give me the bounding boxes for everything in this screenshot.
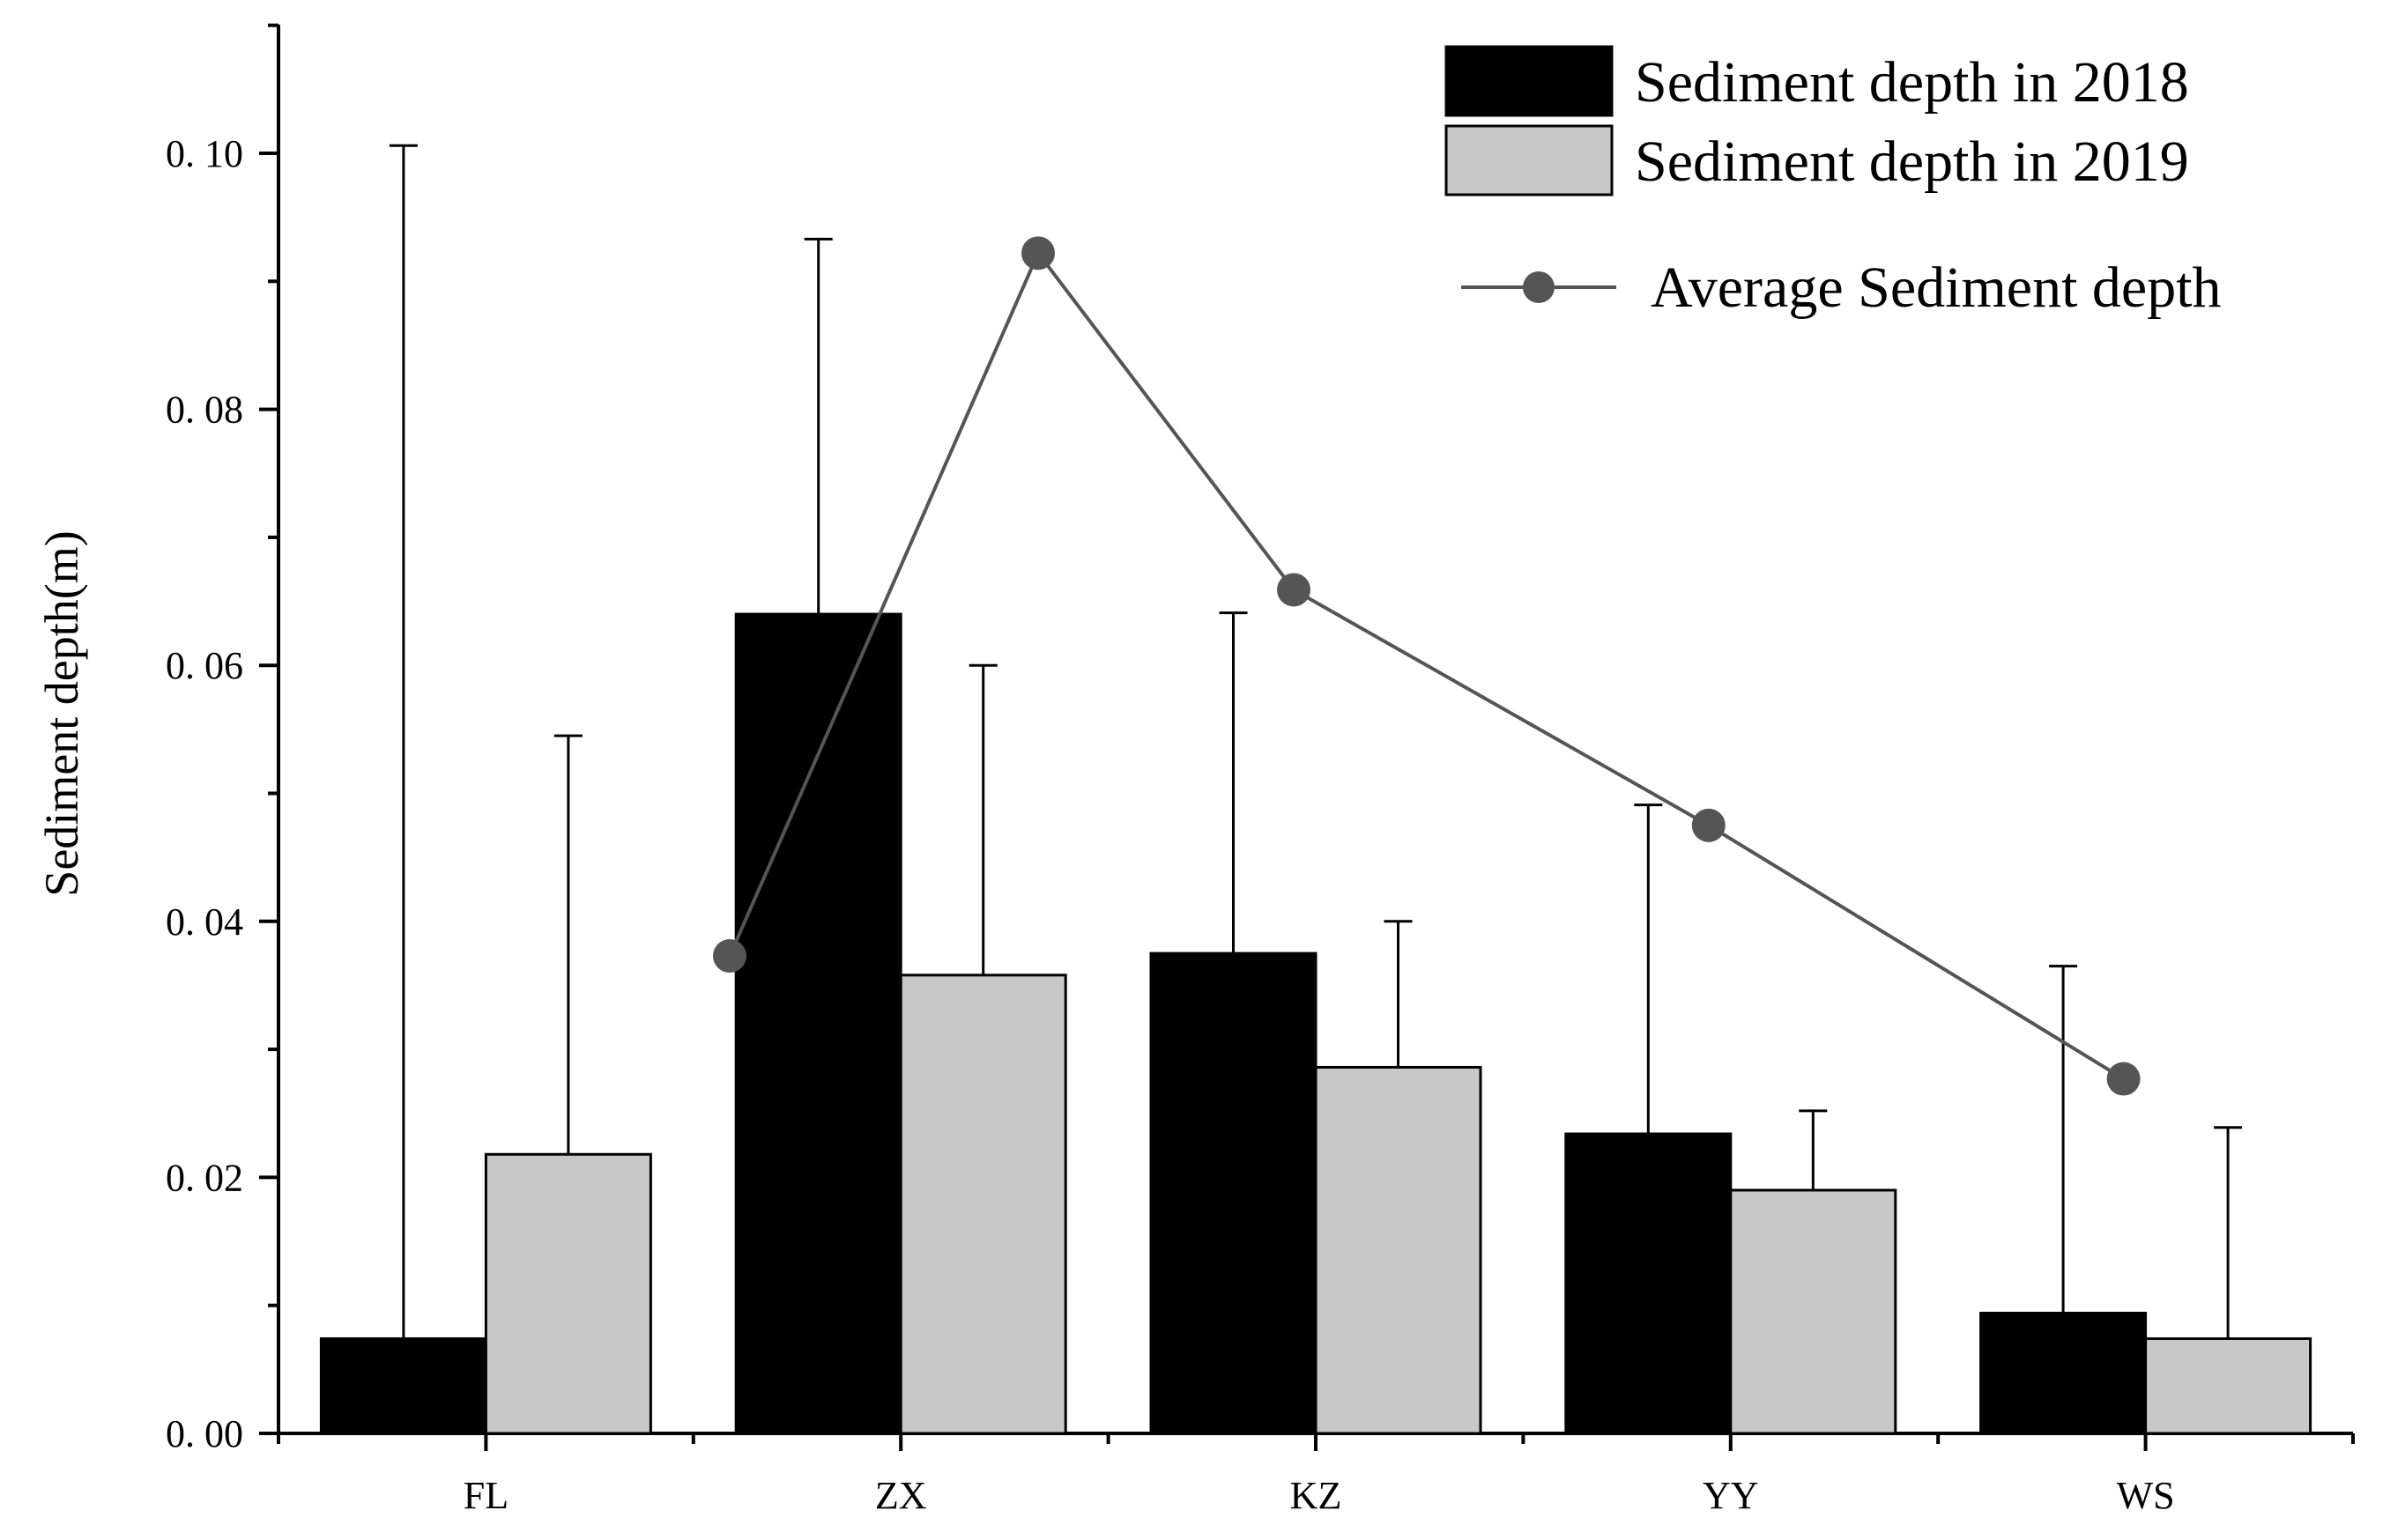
x-tick-label: ZX <box>875 1474 927 1517</box>
y-tick-label: 0. 10 <box>166 132 243 175</box>
y-axis-title: Sediment depth(m) <box>35 530 88 896</box>
x-tick-label: WS <box>2117 1474 2175 1517</box>
bar-2019-fl <box>484 1152 652 1435</box>
legend-label-2018: Sediment depth in 2018 <box>1635 50 2189 115</box>
average-point <box>2106 1062 2141 1096</box>
x-tick-label: FL <box>464 1474 508 1517</box>
average-line <box>728 249 2125 1081</box>
legend: Sediment depth in 2018 Sediment depth in… <box>1444 45 2222 320</box>
bar-2019-ws <box>2144 1336 2312 1435</box>
bar-2018-kz <box>1149 951 1318 1435</box>
average-line-series <box>713 236 2141 1096</box>
average-point <box>1021 236 1055 270</box>
bar-2018-fl <box>319 1336 487 1435</box>
bars <box>319 612 2312 1435</box>
y-tick-label: 0. 00 <box>166 1412 243 1455</box>
bar-2018-zx <box>734 612 902 1435</box>
legend-marker-average <box>1523 271 1555 303</box>
x-ticks: FL ZX KZ YY WS <box>277 1433 2355 1517</box>
legend-label-average: Average Sediment depth <box>1651 255 2222 320</box>
legend-label-2019: Sediment depth in 2019 <box>1635 130 2189 194</box>
y-tick-label: 0. 02 <box>166 1156 243 1199</box>
average-point <box>1277 573 1310 607</box>
legend-swatch-2018 <box>1444 45 1614 117</box>
x-tick-label: YY <box>1703 1474 1759 1517</box>
legend-swatch-2019 <box>1444 124 1614 196</box>
y-tick-label: 0. 06 <box>166 644 243 687</box>
y-tick-label: 0. 08 <box>166 389 243 432</box>
bar-2019-zx <box>899 974 1067 1435</box>
error-bars <box>389 144 2243 1339</box>
bar-2019-yy <box>1729 1188 1897 1435</box>
average-point <box>1691 808 1726 842</box>
bar-2019-kz <box>1314 1065 1482 1435</box>
y-ticks: 0. 00 0. 02 0. 04 0. 06 0. 08 0. 10 <box>166 23 278 1455</box>
bar-2018-yy <box>1564 1132 1733 1435</box>
y-tick-label: 0. 04 <box>166 900 243 944</box>
bar-2018-ws <box>1979 1311 2148 1435</box>
average-point <box>713 939 746 974</box>
x-tick-label: KZ <box>1290 1474 1342 1517</box>
